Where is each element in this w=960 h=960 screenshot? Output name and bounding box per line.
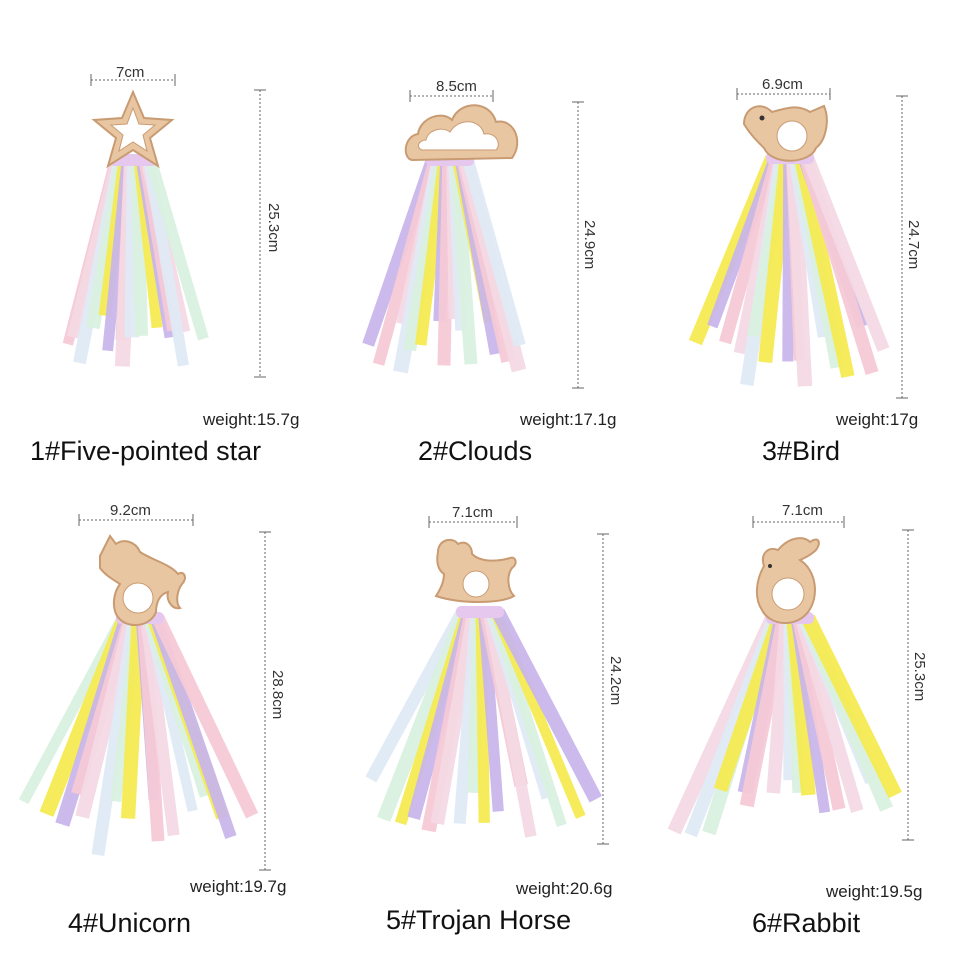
ribbon-strand (449, 159, 478, 365)
ribbon-strand (143, 616, 198, 812)
clouds-teether-illustration (362, 90, 584, 389)
ribbon-strand (799, 156, 879, 376)
product-name: 1#Five-pointed star (30, 436, 262, 466)
unicorn-teether-illustration (18, 514, 271, 871)
ribbon-strand (488, 610, 567, 827)
width-label: 8.5cm (436, 78, 477, 95)
ribbon-strand (143, 159, 189, 367)
ribbon-strand (794, 156, 855, 379)
ribbon-strand (786, 157, 813, 387)
product-name: 3#Bird (762, 436, 841, 466)
ribbon-strand (145, 158, 209, 341)
product-name: 5#Trojan Horse (386, 905, 572, 935)
weight-label: weight:19.5g (826, 882, 923, 901)
ribbon-strand (794, 616, 864, 813)
height-label: 24.2cm (607, 656, 624, 706)
rabbit-teether-illustration (667, 516, 914, 841)
height-label: 25.3cm (911, 652, 928, 702)
ribbon-strand (478, 611, 504, 812)
height-label: 24.9cm (581, 220, 598, 270)
product-card-unicorn: 9.2cm 28.8cm weight:19.7g 4#Unicorn (0, 480, 320, 960)
ribbon-strand (137, 617, 165, 842)
ribbon-strand (801, 614, 902, 799)
ribbon-strand (792, 616, 846, 811)
ribbon-strand (491, 608, 602, 803)
ribbon-strand (799, 615, 894, 812)
ribbon-strand (490, 610, 586, 819)
trojan-horse-teether-illustration (365, 516, 609, 845)
ribbon-strand (462, 158, 526, 347)
ribbon-strand (790, 617, 831, 814)
ribbon-strand (152, 615, 259, 819)
ribbon-strand (802, 155, 890, 352)
ribbon-knot (456, 606, 504, 618)
weight-label: weight:19.7g (190, 877, 287, 896)
weight-label: weight:20.6g (516, 879, 613, 898)
height-label: 24.7cm (905, 220, 922, 270)
width-label: 7.1cm (452, 504, 493, 521)
ribbon-strand (133, 159, 163, 329)
product-name: 6#Rabbit (752, 908, 861, 938)
product-card-rabbit: 7.1cm 25.3cm weight:19.5g 6#Rabbit (640, 480, 960, 960)
width-label: 7.1cm (782, 502, 823, 519)
product-name: 2#Clouds (418, 436, 533, 466)
ribbon-strand (786, 617, 816, 796)
height-label: 28.8cm (269, 670, 286, 720)
height-label: 25.3cm (265, 203, 282, 253)
width-label: 9.2cm (110, 502, 151, 519)
ribbon-strand (149, 616, 237, 840)
width-label: 6.9cm (762, 76, 803, 93)
product-card-bird: 6.9cm 24.7cm weight:17g 3#Bird (640, 0, 960, 480)
width-label: 7cm (116, 64, 145, 81)
unicorn-icon (99, 534, 186, 626)
weight-label: weight:17.1g (520, 410, 617, 429)
star-teether-illustration (62, 74, 266, 378)
weight-label: weight:17g (836, 410, 919, 429)
bird-teether-illustration (688, 88, 908, 399)
weight-label: weight:15.7g (203, 410, 300, 429)
product-card-star: 7cm 25.3cm weight:15.7g 1#Five-pointed s… (0, 0, 320, 480)
product-card-clouds: 8.5cm 24.9cm weight:17.1g 2#Clouds (320, 0, 640, 480)
product-card-trojan-horse: 7.1cm 24.2cm weight:20.6g 5#Trojan Horse (320, 480, 640, 960)
ribbon-strand (482, 610, 537, 838)
ribbon-strand (140, 617, 180, 837)
product-name: 4#Unicorn (68, 908, 192, 938)
